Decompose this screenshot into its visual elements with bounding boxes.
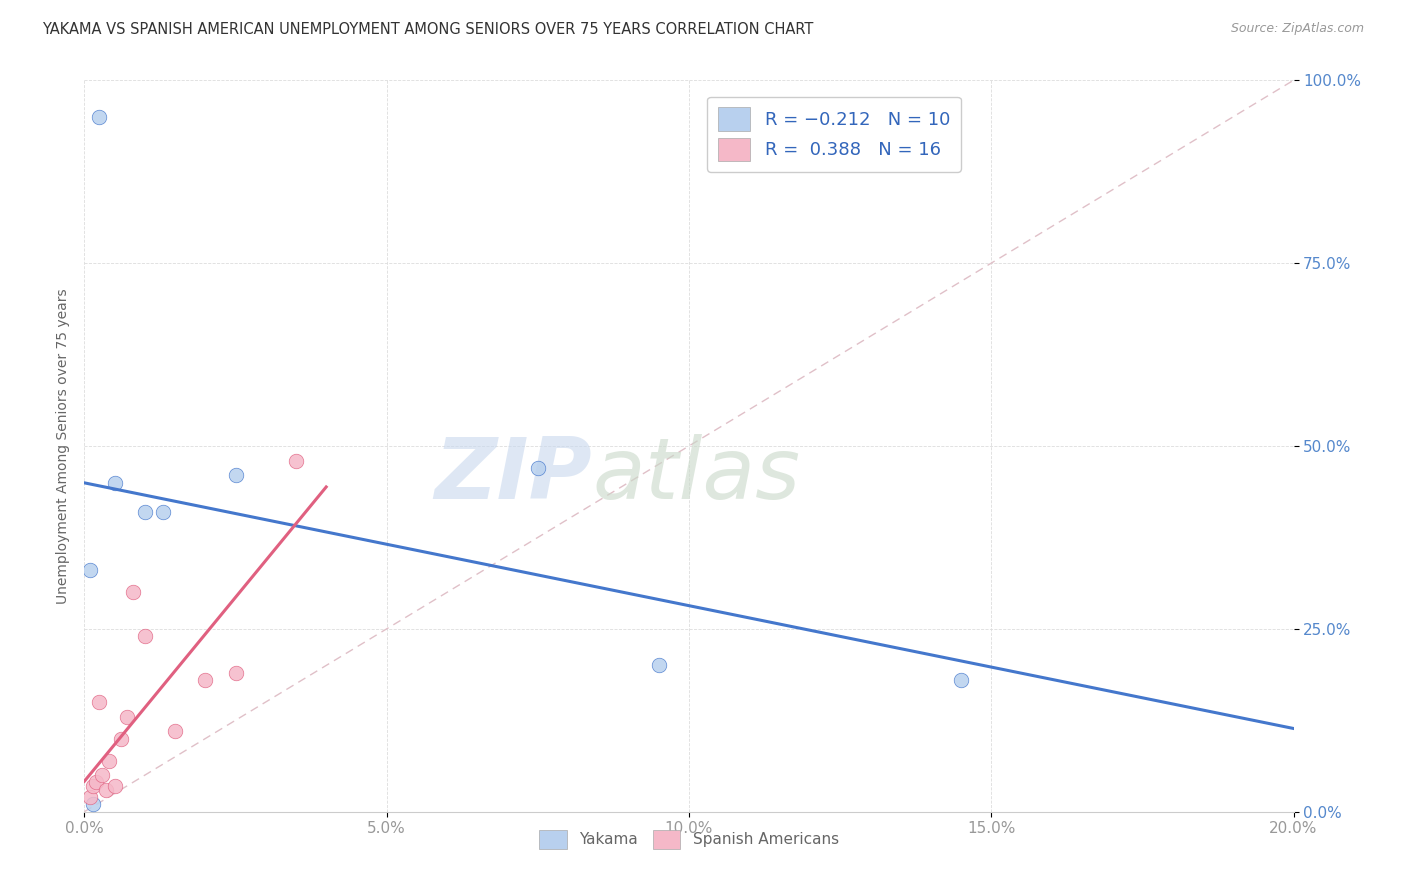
Point <box>110 731 132 746</box>
Text: ZIP: ZIP <box>434 434 592 516</box>
Point <box>152 505 174 519</box>
Point <box>79 790 101 805</box>
Point <box>104 475 127 490</box>
Point <box>194 673 217 687</box>
Point <box>165 724 187 739</box>
Point <box>285 453 308 467</box>
Point <box>134 629 156 643</box>
Point <box>527 461 550 475</box>
Point <box>950 673 973 687</box>
Point <box>225 468 247 483</box>
Point <box>86 775 108 789</box>
Point <box>82 779 104 793</box>
Text: Source: ZipAtlas.com: Source: ZipAtlas.com <box>1230 22 1364 36</box>
Point <box>89 695 111 709</box>
Text: YAKAMA VS SPANISH AMERICAN UNEMPLOYMENT AMONG SENIORS OVER 75 YEARS CORRELATION : YAKAMA VS SPANISH AMERICAN UNEMPLOYMENT … <box>42 22 814 37</box>
Point <box>225 665 247 680</box>
Point <box>91 768 114 782</box>
Point <box>104 779 127 793</box>
Y-axis label: Unemployment Among Seniors over 75 years: Unemployment Among Seniors over 75 years <box>56 288 70 604</box>
Point <box>94 782 117 797</box>
Point <box>89 110 111 124</box>
Point <box>134 505 156 519</box>
Legend: Yakama, Spanish Americans: Yakama, Spanish Americans <box>533 823 845 855</box>
Text: atlas: atlas <box>592 434 800 516</box>
Point <box>115 709 138 723</box>
Point <box>82 797 104 812</box>
Point <box>97 754 120 768</box>
Point <box>648 658 671 673</box>
Point <box>79 563 101 577</box>
Point <box>121 585 143 599</box>
